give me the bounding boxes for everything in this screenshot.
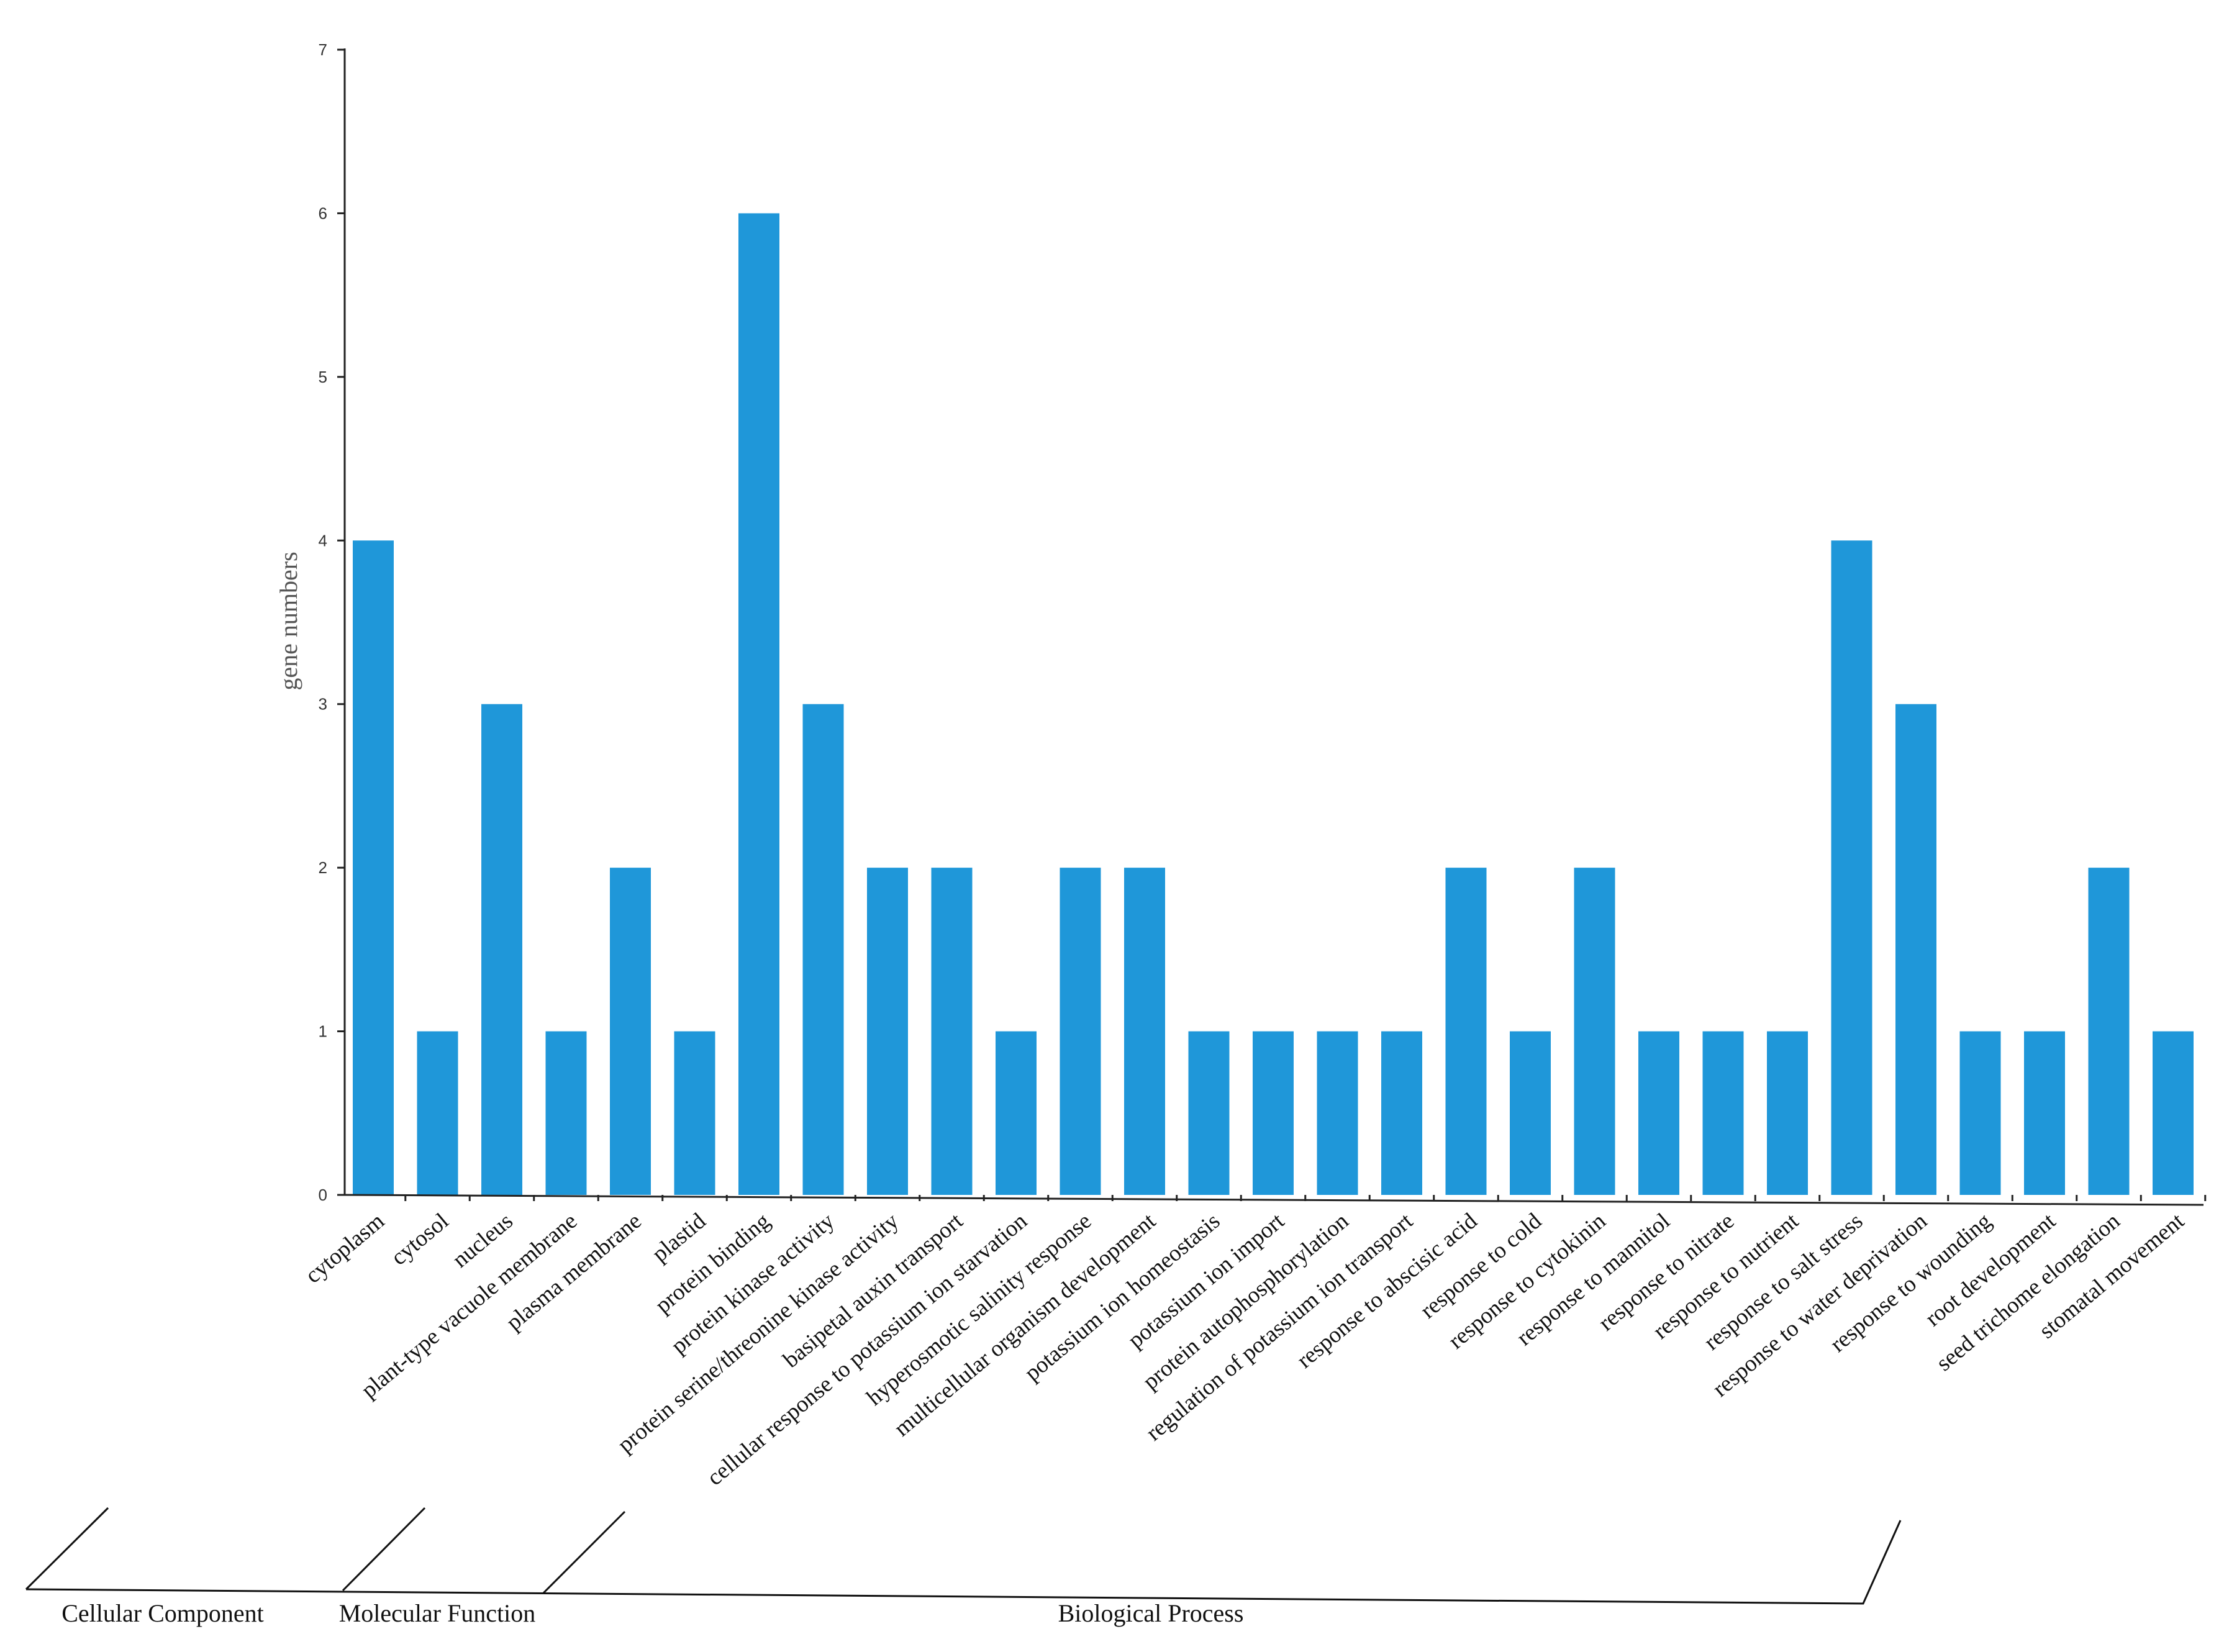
y-tick-label: 0 [319,1186,327,1204]
bar-response-to-cytokinin [1574,868,1615,1195]
bar-regulation-of-potassium-ion-transport [1381,1031,1422,1195]
bar-response-to-wounding [1959,1031,2001,1195]
category-groups: Cellular Component Molecular Function Biol… [25,1507,1902,1627]
y-axis-label: gene numbers [275,551,302,690]
group-label-biological-process: Biological Process [1058,1599,1244,1627]
bar-response-to-abscisic-acid [1445,868,1487,1195]
bar-root-development [2024,1031,2065,1195]
group-baseline-bracket [25,1520,1902,1605]
bar-protein-kinase-activity [802,704,844,1195]
bar-response-to-nutrient [1767,1031,1808,1195]
bar-potassium-ion-homeostasis [1188,1031,1230,1195]
y-ticks: 0 1 2 3 4 5 6 7 [319,40,345,1204]
group-label-molecular-function: Molecular Function [339,1599,536,1627]
bar-cellular-response-to-potassium-ion-starvation [996,1031,1037,1195]
x-tick-label: cytosol [386,1208,453,1270]
y-tick-label: 4 [319,531,327,550]
bar-response-to-salt-stress [1831,540,1872,1196]
bar-hyperosmotic-salinity-response [1060,868,1101,1195]
group-divider-line [542,1510,626,1595]
bar-potassium-ion-import [1253,1031,1294,1195]
bar-cytoplasm [353,540,394,1196]
x-axis-line [344,1194,2204,1206]
bar-cytosol [417,1031,458,1195]
y-tick-label: 7 [319,40,327,59]
bar-seed-trichome-elongation [2088,868,2130,1195]
x-tick-label: cytoplasm [301,1208,389,1288]
bar-protein-binding [738,213,779,1195]
y-tick-label: 5 [319,368,327,386]
y-tick-label: 1 [319,1022,327,1041]
bar-protein-serine-threonine-kinase-activity [867,868,908,1195]
axes-layer [343,48,2204,1206]
bars-layer [353,213,2207,1201]
group-divider-line [342,1507,426,1592]
bar-basipetal-auxin-transport [931,868,973,1195]
bar-multicellular-organism-development [1124,868,1165,1195]
bar-response-to-nitrate [1702,1031,1744,1195]
bar-plasma-membrane [610,868,651,1195]
bar-stomatal-movement [2153,1031,2194,1195]
bar-protein-autophosphorylation [1317,1031,1358,1195]
group-label-cellular-component: Cellular Component [61,1599,264,1627]
bar-response-to-cold [1510,1031,1551,1195]
group-divider-line [25,1507,109,1591]
bar-response-to-mannitol [1638,1031,1679,1195]
y-tick-label: 6 [319,204,327,222]
bar-plant-type-vacuole-membrane [545,1031,587,1195]
y-tick-label: 2 [319,858,327,877]
y-tick-label: 3 [319,695,327,714]
bar-nucleus [481,704,522,1195]
bar-response-to-water-deprivation [1895,704,1936,1195]
bar-plastid [674,1031,715,1195]
